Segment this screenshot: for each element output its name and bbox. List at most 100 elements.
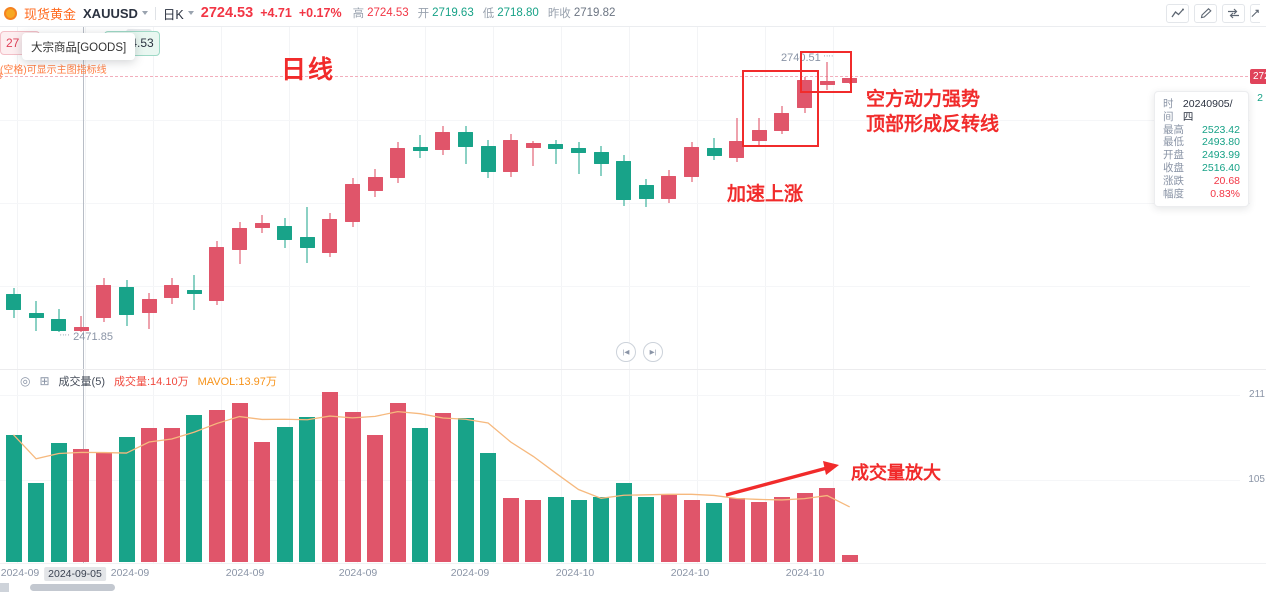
- volume-bar[interactable]: [299, 417, 316, 562]
- candle-wick[interactable]: [306, 207, 309, 264]
- grid-expand-icon[interactable]: ⊞: [39, 374, 50, 388]
- volume-bar[interactable]: [570, 499, 587, 562]
- candle[interactable]: [96, 284, 112, 318]
- volume-bar[interactable]: [141, 427, 158, 562]
- volume-bar[interactable]: [321, 391, 338, 562]
- candle-wick[interactable]: [532, 140, 535, 166]
- candle[interactable]: [571, 147, 586, 153]
- indicator-chart-button[interactable]: [1166, 4, 1189, 23]
- candle[interactable]: [119, 286, 134, 315]
- volume-bar[interactable]: [276, 426, 293, 562]
- volume-bar[interactable]: [28, 482, 45, 562]
- candle-wick[interactable]: [80, 315, 83, 332]
- candle[interactable]: [458, 131, 473, 147]
- volume-bar[interactable]: [751, 502, 768, 562]
- volume-bar[interactable]: [5, 434, 22, 562]
- volume-bar[interactable]: [480, 453, 497, 562]
- candle[interactable]: [141, 298, 157, 313]
- pencil-icon: [1200, 8, 1212, 19]
- candle[interactable]: [412, 146, 428, 151]
- symbol-selector[interactable]: XAUUSD: [83, 6, 148, 21]
- candle-wick[interactable]: [826, 61, 829, 91]
- volume-bar[interactable]: [434, 413, 451, 562]
- volume-bar[interactable]: [593, 497, 610, 562]
- volume-bar[interactable]: [73, 449, 90, 562]
- jump-start-button[interactable]: |◀: [616, 342, 636, 362]
- candle[interactable]: [6, 293, 21, 310]
- candle[interactable]: [299, 237, 315, 249]
- candle[interactable]: [842, 77, 858, 83]
- candle[interactable]: [548, 143, 564, 149]
- volume-bar[interactable]: [615, 482, 632, 562]
- volume-bar[interactable]: [660, 494, 677, 562]
- candle[interactable]: [232, 228, 247, 251]
- candle[interactable]: [729, 140, 745, 158]
- candle-wick[interactable]: [735, 117, 738, 162]
- period-selector[interactable]: 日K: [163, 4, 194, 23]
- candle[interactable]: [28, 312, 44, 318]
- h-scrollbar-thumb[interactable]: [30, 584, 115, 591]
- candle[interactable]: [480, 145, 496, 172]
- volume-bar[interactable]: [728, 498, 745, 562]
- candle[interactable]: [277, 226, 293, 241]
- candle[interactable]: [345, 183, 360, 223]
- volume-bar[interactable]: [457, 418, 474, 562]
- volume-bar[interactable]: [389, 402, 406, 562]
- volume-bar[interactable]: [254, 442, 271, 562]
- symbol-logo-icon: [4, 6, 17, 20]
- candle-wick[interactable]: [554, 139, 557, 164]
- candle[interactable]: [435, 131, 451, 150]
- volume-bar[interactable]: [163, 427, 180, 562]
- divider: [154, 6, 156, 20]
- volume-bar[interactable]: [344, 411, 361, 562]
- volume-bar[interactable]: [367, 434, 384, 562]
- candle[interactable]: [51, 318, 67, 331]
- volume-bar[interactable]: [819, 487, 836, 562]
- volume-bar[interactable]: [683, 499, 700, 562]
- candle[interactable]: [186, 289, 202, 294]
- candle-wick[interactable]: [577, 141, 580, 174]
- volume-bar[interactable]: [706, 502, 723, 562]
- volume-bar[interactable]: [796, 493, 813, 562]
- candle[interactable]: [503, 139, 519, 172]
- gear-icon[interactable]: ◎: [20, 374, 31, 388]
- candle[interactable]: [322, 219, 338, 254]
- candle[interactable]: [706, 147, 722, 156]
- candle-wick[interactable]: [419, 134, 422, 158]
- volume-bar[interactable]: [638, 497, 655, 562]
- candle[interactable]: [684, 146, 699, 177]
- compare-button[interactable]: [1222, 4, 1245, 23]
- x-axis-date-label: 2024-09: [110, 567, 150, 579]
- volume-bar[interactable]: [502, 498, 519, 562]
- volume-bar[interactable]: [118, 437, 135, 562]
- volume-bar[interactable]: [773, 497, 790, 562]
- candle[interactable]: [593, 151, 609, 164]
- candle[interactable]: [390, 147, 406, 178]
- volume-bar[interactable]: [231, 402, 248, 562]
- candle[interactable]: [525, 142, 541, 148]
- candle[interactable]: [774, 112, 790, 131]
- candle[interactable]: [367, 176, 383, 191]
- volume-bar[interactable]: [186, 414, 203, 562]
- draw-button[interactable]: [1194, 4, 1217, 23]
- candle[interactable]: [819, 81, 835, 86]
- volume-bar[interactable]: [841, 554, 858, 562]
- volume-bar[interactable]: [50, 442, 67, 562]
- candle[interactable]: [638, 184, 654, 199]
- volume-bar[interactable]: [208, 410, 225, 562]
- volume-bar[interactable]: [412, 427, 429, 562]
- candle[interactable]: [751, 129, 767, 141]
- volume-bar[interactable]: [547, 497, 564, 562]
- grid-vline: [153, 27, 154, 563]
- jump-end-button[interactable]: ▶|: [643, 342, 663, 362]
- candle[interactable]: [661, 175, 677, 199]
- candle[interactable]: [73, 326, 89, 331]
- candle[interactable]: [164, 284, 180, 298]
- volume-bar[interactable]: [95, 453, 112, 562]
- volume-bar[interactable]: [525, 499, 542, 562]
- more-tools-button[interactable]: [1250, 4, 1260, 23]
- candle[interactable]: [616, 160, 632, 200]
- candle[interactable]: [254, 223, 270, 229]
- candle[interactable]: [209, 247, 225, 301]
- chevron-down-icon: [141, 11, 148, 15]
